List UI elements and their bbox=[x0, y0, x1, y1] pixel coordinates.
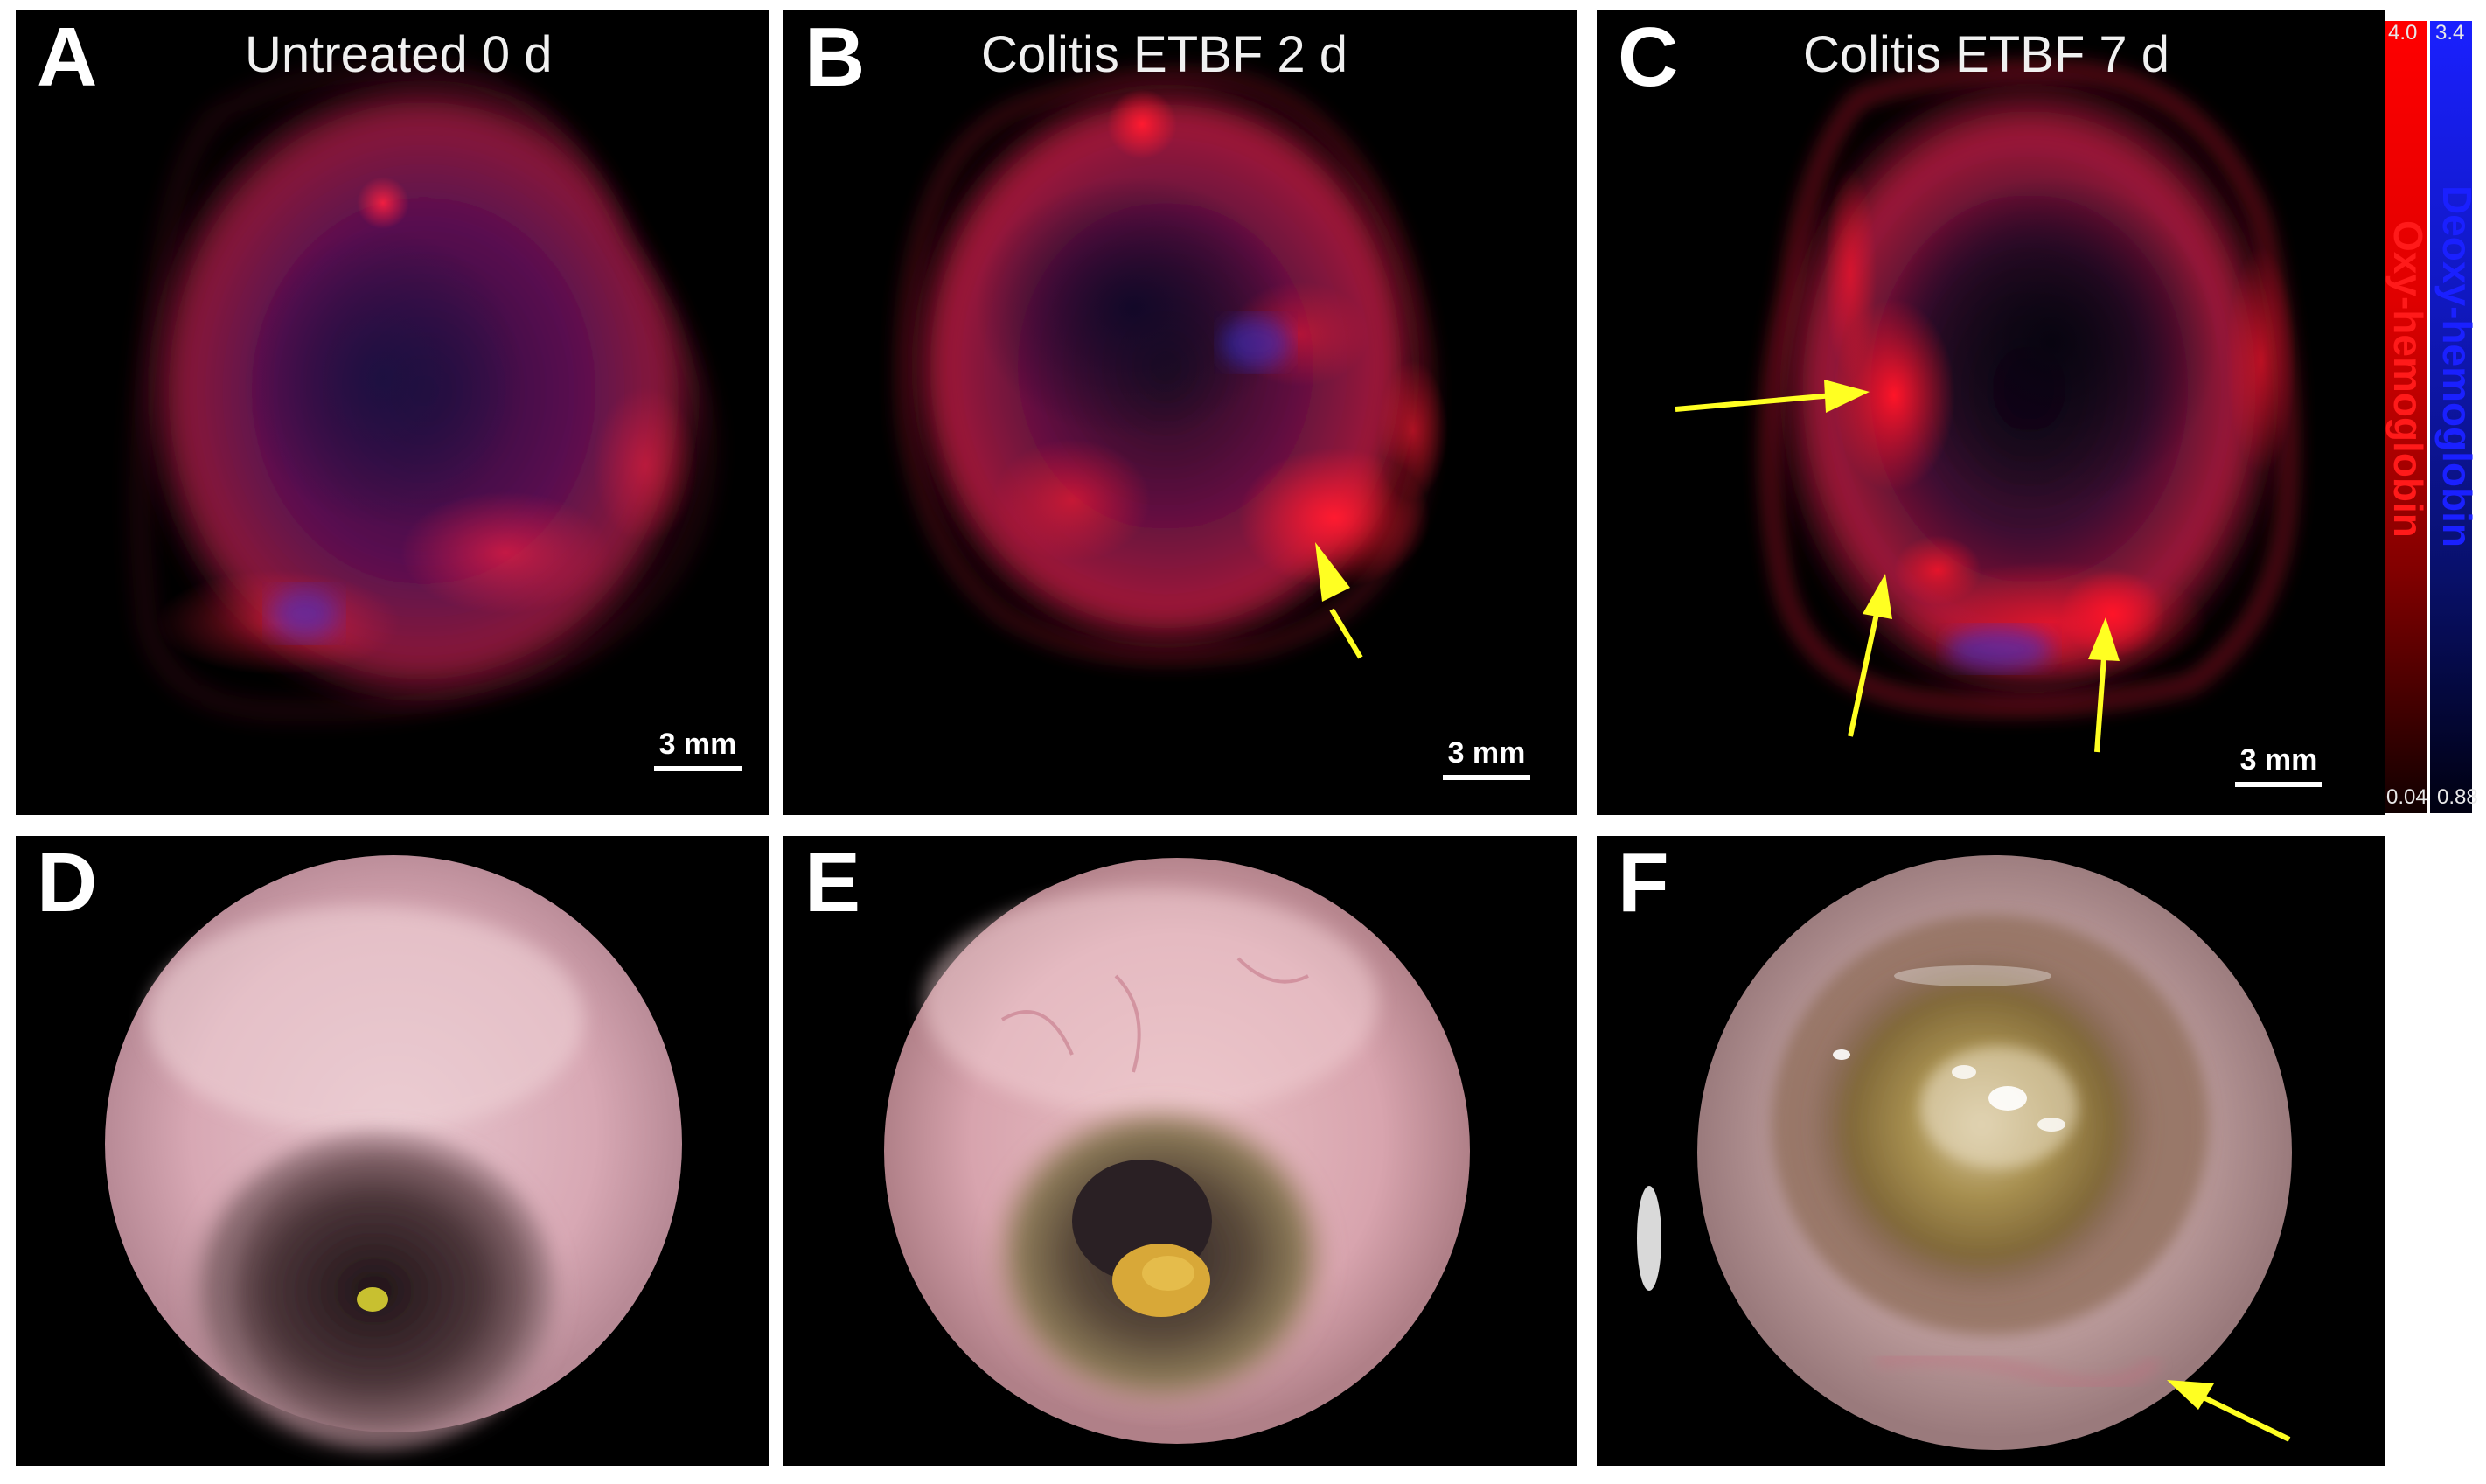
oxy-min-value: 0.04 bbox=[2386, 785, 2427, 809]
panel-label-f: F bbox=[1618, 836, 1669, 930]
hemoglobin-colorbar: 4.0 3.4 Deoxy-hemoglobin Oxy-hemoglobin … bbox=[2385, 10, 2486, 815]
photoacoustic-scan-etbf-2d bbox=[901, 72, 1448, 660]
panel-b-photoacoustic-image: B Colitis ETBF 2 d 3 mm bbox=[783, 10, 1577, 815]
panel-label-a: A bbox=[37, 10, 98, 104]
panel-label-d: D bbox=[37, 836, 98, 930]
panel-f-endoscopy-image: F bbox=[1597, 836, 2385, 1466]
scale-bar-label: 3 mm bbox=[2239, 743, 2318, 777]
endoscopy-view-etbf-7d bbox=[1637, 855, 2292, 1450]
oxy-hemoglobin-label: Oxy-hemoglobin bbox=[2385, 220, 2431, 538]
endoscopy-view-etbf-2d bbox=[884, 858, 1470, 1444]
panel-title-a: Untreated 0 d bbox=[245, 26, 553, 83]
deoxy-max-value: 3.4 bbox=[2435, 21, 2465, 45]
scale-bar-line bbox=[1443, 775, 1530, 780]
deoxy-hemoglobin-scale bbox=[2430, 21, 2472, 813]
panel-title-b: Colitis ETBF 2 d bbox=[981, 26, 1347, 83]
oxy-hemoglobin-scale bbox=[2385, 21, 2427, 813]
photoacoustic-scan-untreated bbox=[137, 67, 710, 714]
panel-a-photoacoustic-image: A Untreated 0 d 3 mm bbox=[16, 10, 769, 815]
scale-bar-c: 3 mm bbox=[2235, 745, 2322, 787]
panel-label-e: E bbox=[804, 836, 861, 930]
panel-c-photoacoustic-image: C Colitis ETBF 7 d 3 mm bbox=[1597, 10, 2385, 815]
oxy-max-value: 4.0 bbox=[2388, 21, 2418, 45]
panel-label-c: C bbox=[1618, 10, 1679, 104]
scale-bar-b: 3 mm bbox=[1443, 738, 1530, 780]
panel-title-c: Colitis ETBF 7 d bbox=[1803, 26, 2169, 83]
endoscopy-view-untreated bbox=[105, 855, 682, 1457]
deoxy-hemoglobin-label: Deoxy-hemoglobin bbox=[2434, 185, 2480, 548]
panel-label-b: B bbox=[804, 10, 866, 104]
deoxy-min-value: 0.88 bbox=[2437, 785, 2478, 809]
scale-bar-a: 3 mm bbox=[654, 729, 742, 771]
panel-d-endoscopy-image: D bbox=[16, 836, 769, 1466]
scale-bar-label: 3 mm bbox=[658, 728, 737, 761]
panel-e-endoscopy-image: E bbox=[783, 836, 1577, 1466]
scale-bar-line bbox=[654, 766, 742, 771]
photoacoustic-scan-etbf-7d bbox=[1765, 66, 2296, 712]
scale-bar-line bbox=[2235, 782, 2322, 787]
scale-bar-label: 3 mm bbox=[1447, 736, 1526, 770]
